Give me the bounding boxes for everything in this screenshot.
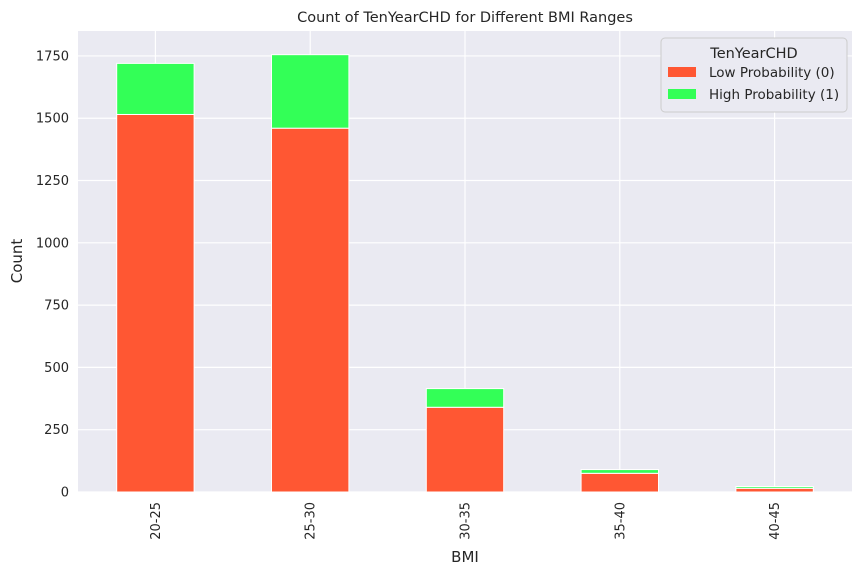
y-axis-label: Count [8, 239, 26, 284]
x-tick-label: 20-25 [149, 502, 164, 540]
bar-high-20-25 [116, 62, 195, 115]
y-tick-labels: 0 250 500 750 1000 1250 1500 1750 [36, 49, 69, 500]
y-tick-label: 1250 [36, 174, 69, 189]
x-tick-label: 40-45 [768, 502, 783, 540]
bar-low-40-45 [735, 487, 814, 493]
x-tick-labels: 20-25 25-30 30-35 35-40 40-45 [149, 502, 783, 540]
legend-swatch-high-probability [668, 89, 696, 99]
legend: TenYearCHD Low Probability (0) High Prob… [660, 37, 848, 113]
bars [116, 54, 814, 493]
legend-label-high-probability: High Probability (1) [709, 87, 839, 103]
bar-low-20-25 [116, 113, 195, 493]
y-tick-label: 750 [44, 299, 69, 314]
bar-high-40-45 [735, 486, 814, 489]
legend-title: TenYearCHD [709, 46, 797, 62]
bar-high-25-30 [271, 54, 350, 129]
bar-high-35-40 [580, 469, 659, 474]
x-tick-label: 30-35 [459, 502, 474, 540]
y-tick-label: 250 [44, 423, 69, 438]
chart-title: Count of TenYearCHD for Different BMI Ra… [297, 10, 633, 26]
y-tick-label: 1500 [36, 112, 69, 127]
bar-low-30-35 [425, 406, 505, 493]
bar-low-35-40 [580, 472, 659, 493]
legend-swatch-low-probability [668, 67, 696, 77]
x-tick-label: 35-40 [613, 502, 628, 540]
y-tick-label: 1000 [36, 236, 69, 251]
bar-low-25-30 [271, 127, 350, 493]
y-tick-label: 0 [61, 486, 69, 501]
y-tick-label: 500 [44, 361, 69, 376]
y-tick-label: 1750 [36, 49, 69, 64]
bar-high-30-35 [425, 388, 505, 408]
legend-label-low-probability: Low Probability (0) [709, 65, 835, 81]
x-axis-label: BMI [451, 548, 479, 566]
legend-box [660, 37, 848, 113]
x-tick-label: 25-30 [304, 502, 319, 540]
